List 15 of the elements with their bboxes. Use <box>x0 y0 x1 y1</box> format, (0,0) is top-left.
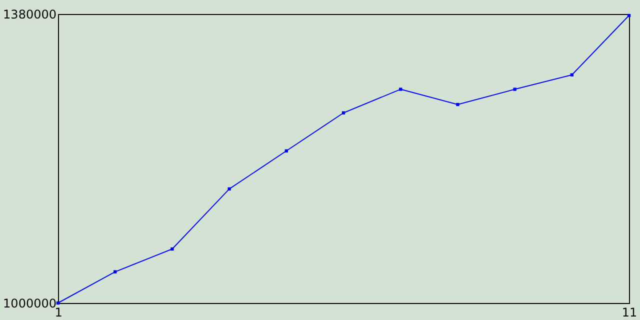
point <box>284 149 288 152</box>
line-series <box>56 14 631 305</box>
y-tick-label: 1000000 <box>3 296 56 310</box>
point <box>456 102 460 106</box>
point <box>513 88 516 91</box>
x-tick-label: 11 <box>622 306 638 320</box>
point <box>627 14 631 18</box>
point <box>399 88 402 91</box>
point <box>170 247 174 251</box>
point <box>342 111 346 114</box>
point <box>228 187 231 190</box>
point <box>114 270 117 274</box>
y-tick-label: 1380000 <box>3 8 56 22</box>
point <box>570 73 574 76</box>
x-tick-label: 1 <box>54 306 62 320</box>
